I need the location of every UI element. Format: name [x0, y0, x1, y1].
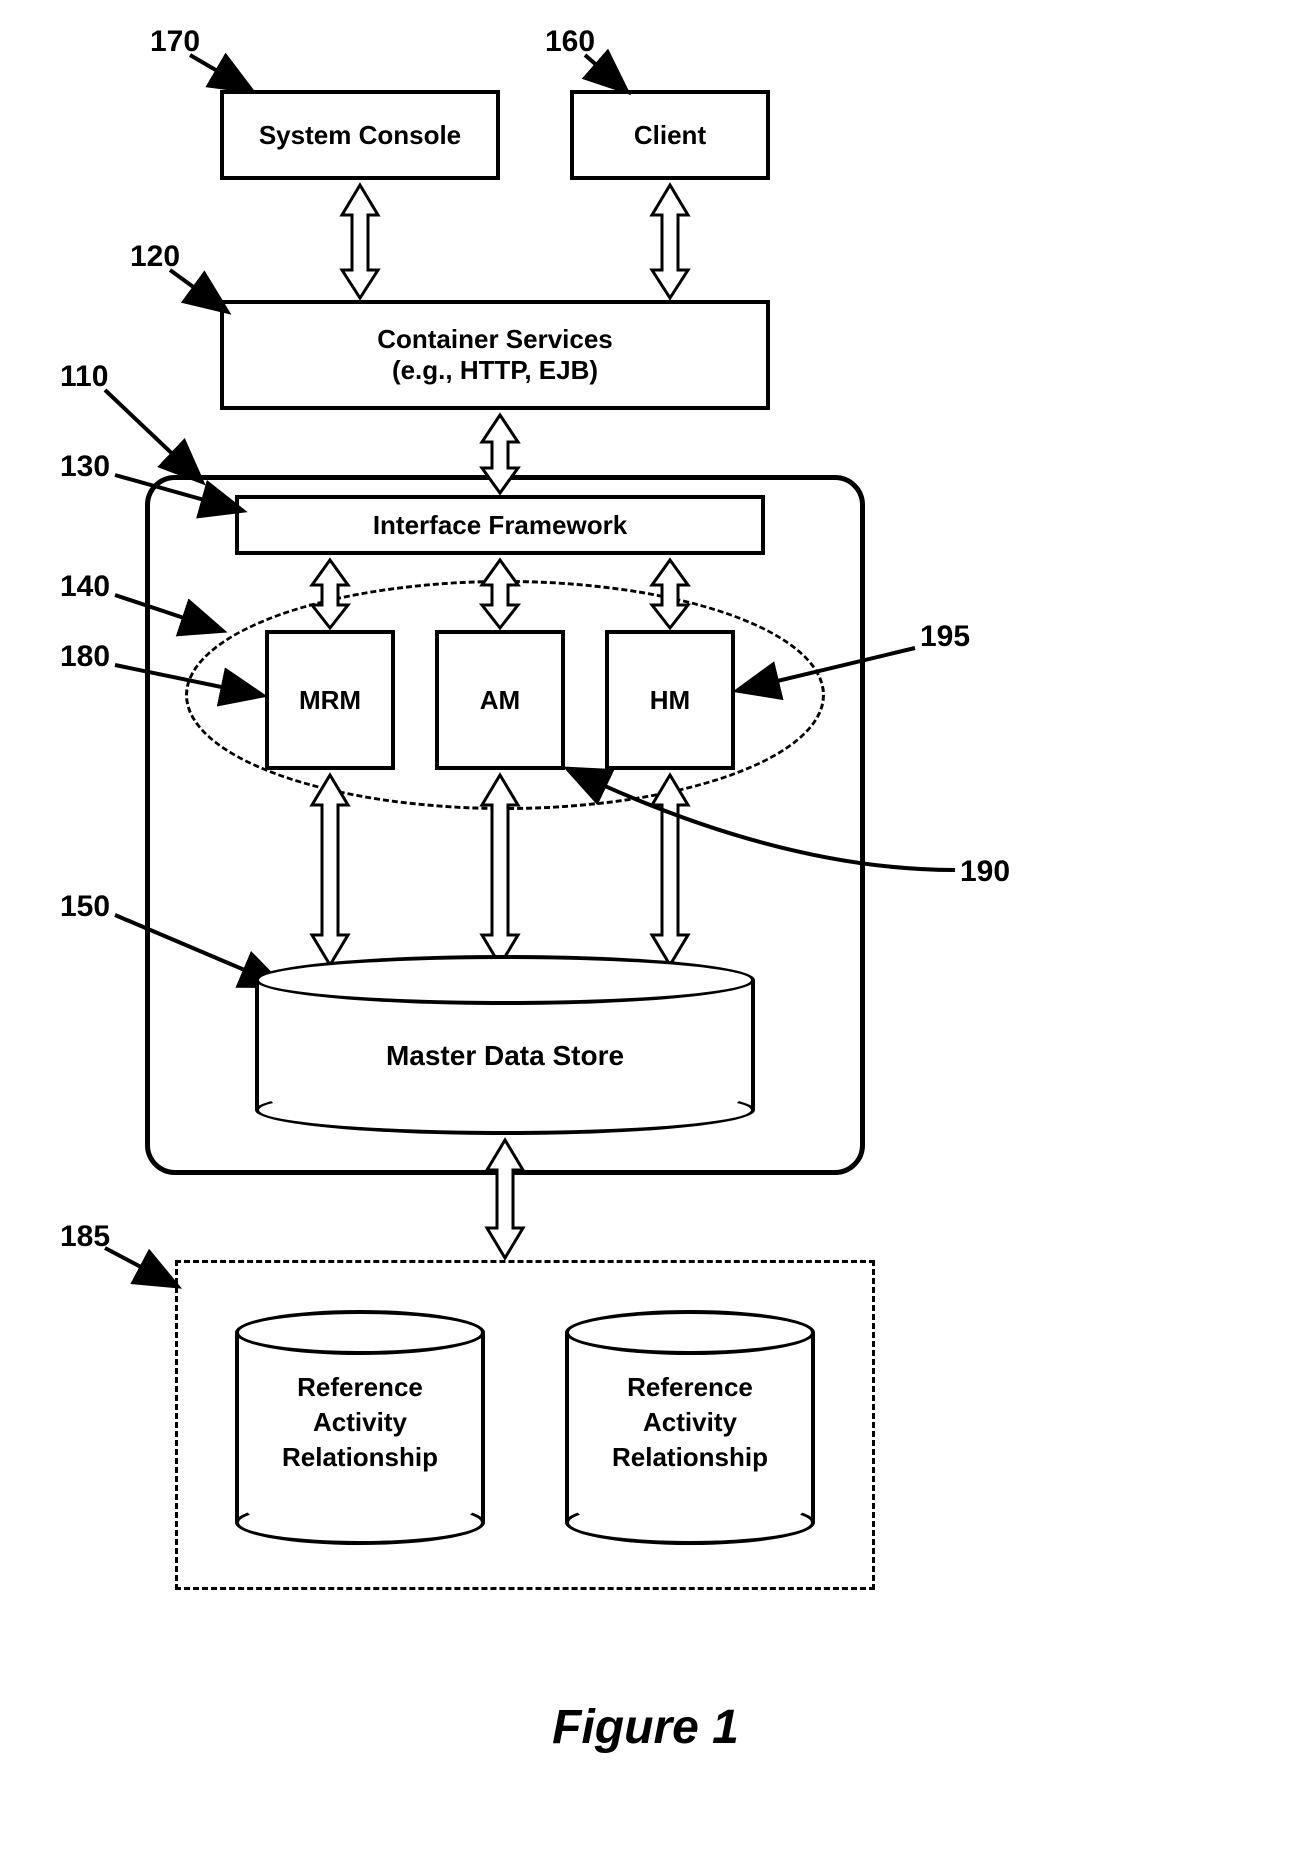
ref-110: 110	[60, 360, 108, 394]
mrm-label: MRM	[299, 685, 361, 716]
ptr-170	[190, 55, 250, 90]
diagram-canvas: System Console Client Container Services…	[0, 0, 1291, 1875]
system-console-label: System Console	[259, 120, 461, 151]
ref-170: 170	[150, 25, 200, 59]
ref-195: 195	[920, 620, 970, 654]
ptr-120	[170, 270, 225, 310]
am-label: AM	[480, 685, 520, 716]
ref-left-line1: Reference	[235, 1370, 485, 1405]
ref-right-line3: Relationship	[565, 1440, 815, 1475]
master-data-store-label: Master Data Store	[386, 1040, 624, 1071]
mrm-box: MRM	[265, 630, 395, 770]
ref-right-line2: Activity	[565, 1405, 815, 1440]
ref-right-line1: Reference	[565, 1370, 815, 1405]
ref-180: 180	[60, 640, 110, 674]
ref-150: 150	[60, 890, 110, 924]
ref-120: 120	[130, 240, 180, 274]
ref-left-line3: Relationship	[235, 1440, 485, 1475]
client-box: Client	[570, 90, 770, 180]
ref-185: 185	[60, 1220, 110, 1254]
am-box: AM	[435, 630, 565, 770]
container-services-box: Container Services (e.g., HTTP, EJB)	[220, 300, 770, 410]
ref-cylinder-left: Reference Activity Relationship	[235, 1310, 485, 1545]
system-console-box: System Console	[220, 90, 500, 180]
client-label: Client	[634, 120, 706, 151]
ptr-185	[105, 1248, 175, 1285]
ref-130: 130	[60, 450, 110, 484]
ref-160: 160	[545, 25, 595, 59]
interface-framework-label: Interface Framework	[373, 510, 627, 541]
ptr-160	[585, 55, 625, 90]
ref-cylinder-right: Reference Activity Relationship	[565, 1310, 815, 1545]
ptr-110	[105, 390, 200, 480]
ref-140: 140	[60, 570, 110, 604]
interface-framework-box: Interface Framework	[235, 495, 765, 555]
figure-title: Figure 1	[0, 1700, 1291, 1755]
hm-box: HM	[605, 630, 735, 770]
container-services-label-1: Container Services	[377, 324, 613, 355]
ref-190: 190	[960, 855, 1010, 889]
ref-left-line2: Activity	[235, 1405, 485, 1440]
hm-label: HM	[650, 685, 690, 716]
master-data-store-cylinder: Master Data Store	[255, 955, 755, 1135]
container-services-label-2: (e.g., HTTP, EJB)	[392, 355, 598, 386]
dbl-arrow-client-cs	[652, 185, 688, 298]
dbl-arrow-sc-cs	[342, 185, 378, 298]
